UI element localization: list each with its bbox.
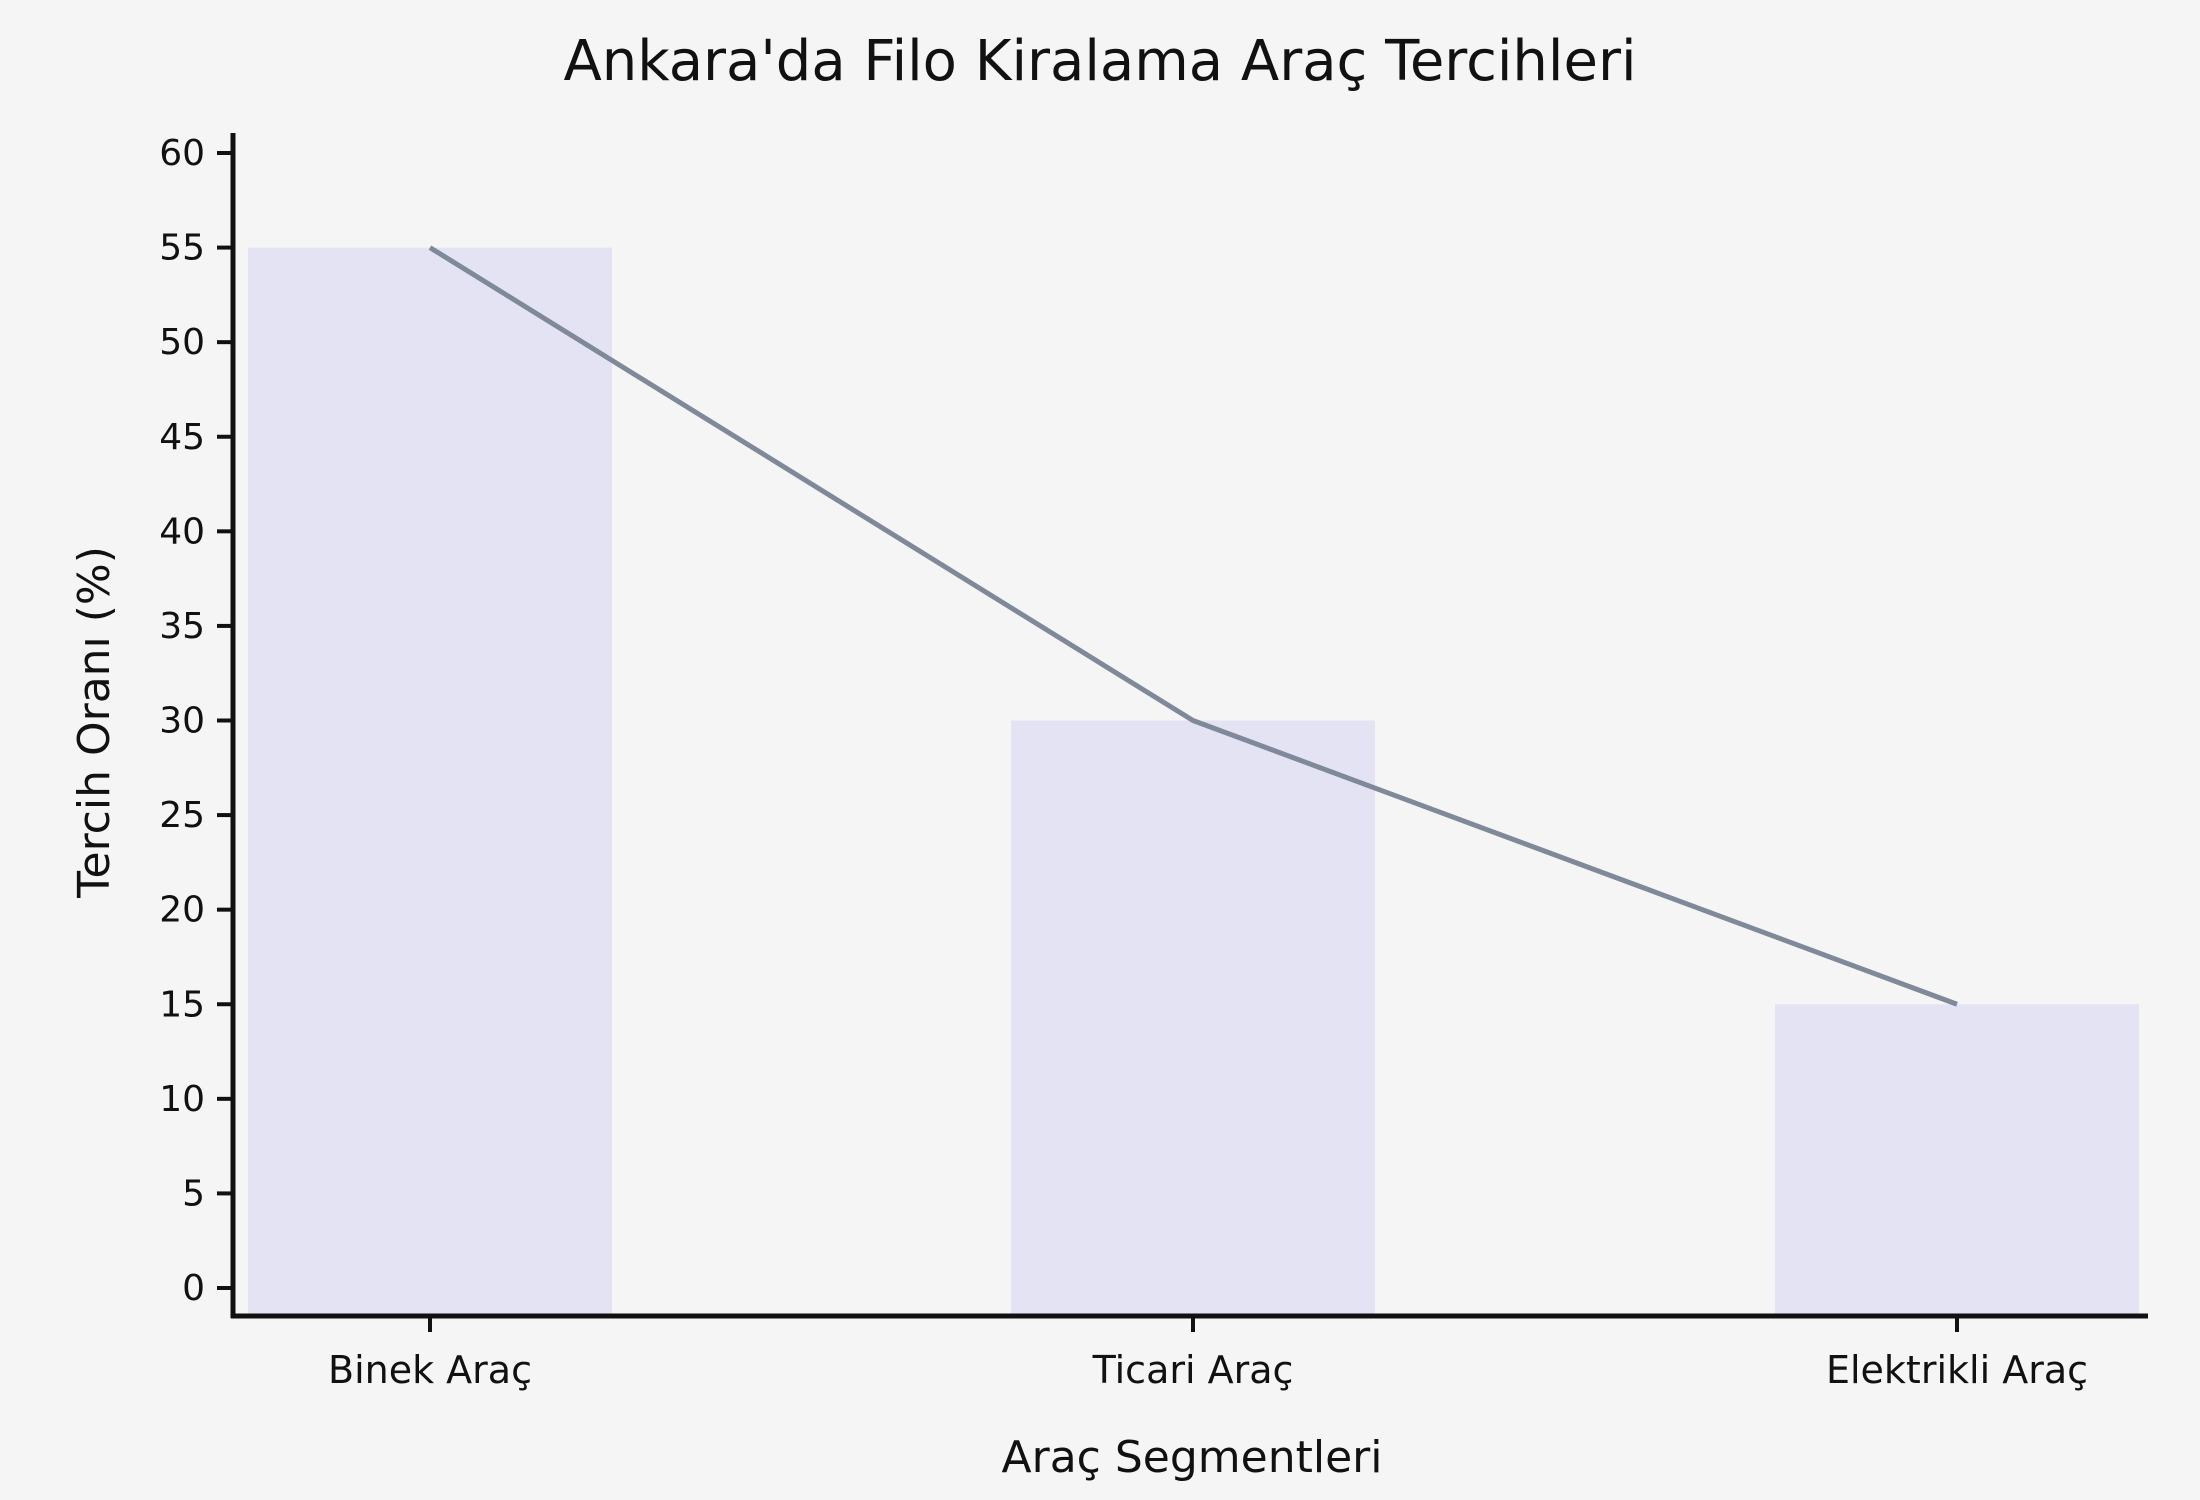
x-ticks-layer: Binek Araç Ticari Araç Elektrikli Araç <box>328 1316 2088 1392</box>
chart-title: Ankara'da Filo Kiralama Araç Tercihleri <box>563 29 1636 94</box>
x-tick-label: Binek Araç <box>328 1348 532 1392</box>
x-axis-label: Araç Segmentleri <box>1002 1432 1383 1483</box>
bar-3 <box>1775 1004 2139 1316</box>
x-tick-label: Ticari Araç <box>1092 1348 1294 1392</box>
y-tick-label: 40 <box>159 511 205 552</box>
y-ticks-layer: 0 5 10 15 20 25 30 35 40 45 50 55 60 <box>159 133 233 1309</box>
y-tick-label: 35 <box>159 606 205 647</box>
y-tick-label: 25 <box>159 795 205 836</box>
y-tick-label: 50 <box>159 322 205 363</box>
y-tick-label: 30 <box>159 701 205 742</box>
y-axis-label: Tercih Oranı (%) <box>69 546 120 899</box>
y-tick-label: 55 <box>159 228 205 269</box>
y-tick-label: 5 <box>182 1173 205 1214</box>
y-tick-label: 60 <box>159 133 205 174</box>
line-layer <box>428 245 1958 1007</box>
bar-1 <box>248 247 612 1316</box>
trend-line <box>428 245 1958 1007</box>
x-tick-label: Elektrikli Araç <box>1826 1348 2088 1392</box>
y-tick-label: 20 <box>159 890 205 931</box>
y-tick-label: 45 <box>159 417 205 458</box>
y-tick-label: 15 <box>159 984 205 1025</box>
bars-layer <box>248 247 2139 1316</box>
bar-2 <box>1011 720 1375 1316</box>
y-tick-label: 10 <box>159 1079 205 1120</box>
y-tick-label: 0 <box>182 1268 205 1309</box>
axes-layer <box>230 133 2148 1319</box>
